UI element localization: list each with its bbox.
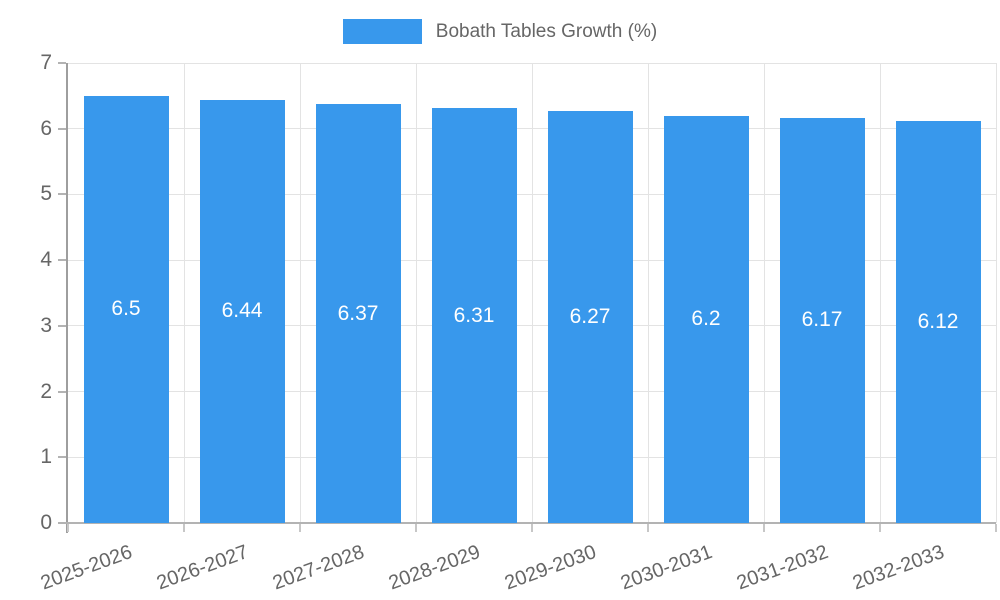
x-gridline xyxy=(183,63,185,523)
bar-2026-2027[interactable]: 6.44 xyxy=(199,99,285,523)
x-tick-label: 2030-2031 xyxy=(618,541,716,595)
y-tick-label: 7 xyxy=(40,51,52,74)
x-tick-label: 2028-2029 xyxy=(386,541,484,595)
y-tick-label: 2 xyxy=(40,379,52,403)
bar-2030-2031[interactable]: 6.2 xyxy=(663,115,749,523)
bar-value-label: 6.5 xyxy=(111,297,141,321)
bar-2029-2030[interactable]: 6.27 xyxy=(547,110,633,523)
y-tick-label: 6 xyxy=(40,116,52,140)
bar-2027-2028[interactable]: 6.37 xyxy=(315,104,401,523)
y-tick-mark xyxy=(58,522,66,524)
x-gridline xyxy=(995,63,997,523)
y-tick-label: 4 xyxy=(40,248,52,272)
legend-swatch xyxy=(342,19,422,44)
x-gridline xyxy=(531,63,533,523)
chart-legend[interactable]: Bobath Tables Growth (%) xyxy=(0,19,1000,44)
y-tick-label: 1 xyxy=(40,445,52,469)
x-gridline xyxy=(763,63,765,523)
x-tick-label: 2029-2030 xyxy=(502,541,600,595)
x-tick-label: 2031-2032 xyxy=(734,541,832,595)
bar-value-label: 6.2 xyxy=(691,307,721,331)
bar-value-label: 6.31 xyxy=(453,303,495,327)
bar-value-label: 6.37 xyxy=(337,301,379,325)
x-gridline xyxy=(879,63,881,523)
bar-value-label: 6.12 xyxy=(917,309,959,333)
y-tick-mark xyxy=(58,193,66,196)
y-tick-mark xyxy=(58,456,66,459)
bar-2025-2026[interactable]: 6.5 xyxy=(83,95,169,523)
bar-2031-2032[interactable]: 6.17 xyxy=(779,117,865,523)
y-tick-label: 0 xyxy=(40,511,52,534)
x-gridline xyxy=(647,63,649,523)
x-tick-mark xyxy=(879,524,881,532)
x-tick-mark xyxy=(415,524,417,532)
x-gridline xyxy=(415,63,417,523)
y-tick-mark xyxy=(58,127,66,130)
y-tick-label: 3 xyxy=(40,313,52,337)
y-tick-mark xyxy=(58,390,66,393)
bar-value-label: 6.27 xyxy=(569,304,611,328)
x-tick-label: 2025-2026 xyxy=(38,541,136,595)
x-tick-mark xyxy=(183,524,185,532)
x-tick-mark xyxy=(647,524,649,532)
x-tick-label: 2032-2033 xyxy=(850,541,948,595)
y-tick-mark xyxy=(58,324,66,327)
x-gridline xyxy=(299,63,301,523)
x-axis-line xyxy=(59,522,996,524)
legend-label: Bobath Tables Growth (%) xyxy=(435,20,658,42)
bar-value-label: 6.17 xyxy=(801,308,843,332)
bar-value-label: 6.44 xyxy=(221,299,263,323)
bar-2032-2033[interactable]: 6.12 xyxy=(895,120,981,523)
y-axis-line xyxy=(66,63,68,533)
x-tick-mark xyxy=(995,524,997,532)
x-tick-mark xyxy=(67,524,69,532)
x-tick-mark xyxy=(531,524,533,532)
y-tick-label: 5 xyxy=(40,182,52,206)
x-tick-label: 2026-2027 xyxy=(154,541,252,595)
bar-2028-2029[interactable]: 6.31 xyxy=(431,108,517,523)
x-tick-mark xyxy=(763,524,765,532)
y-tick-mark xyxy=(58,62,66,64)
y-tick-mark xyxy=(58,259,66,262)
x-tick-mark xyxy=(299,524,301,532)
x-tick-label: 2027-2028 xyxy=(270,541,368,595)
